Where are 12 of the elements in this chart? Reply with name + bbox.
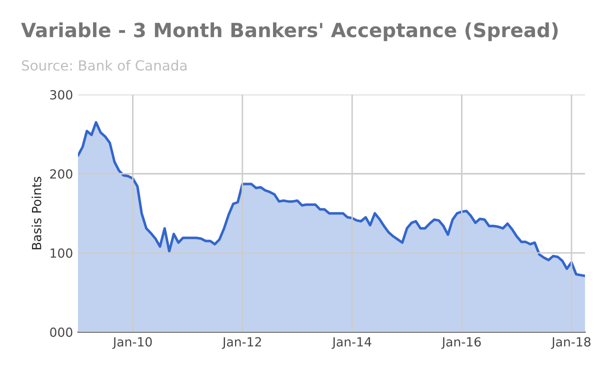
x-tick-label: Jan-10	[112, 337, 152, 349]
y-axis-title: Basis Points	[32, 176, 42, 250]
x-tick-label: Jan-14	[332, 337, 372, 349]
y-tick-label: 300	[50, 90, 72, 100]
chart-title: Variable - 3 Month Bankers' Acceptance (Spread)	[21, 22, 558, 42]
y-tick-label: 200	[50, 169, 72, 179]
y-tick-label: 000	[50, 328, 72, 337]
x-tick-label: Jan-16	[441, 337, 481, 349]
x-tick-label: Jan-18	[551, 337, 590, 349]
y-tick-label: 100	[50, 248, 72, 258]
chart-subtitle: Source: Bank of Canada	[22, 60, 186, 71]
x-tick-label: Jan-12	[222, 337, 261, 349]
